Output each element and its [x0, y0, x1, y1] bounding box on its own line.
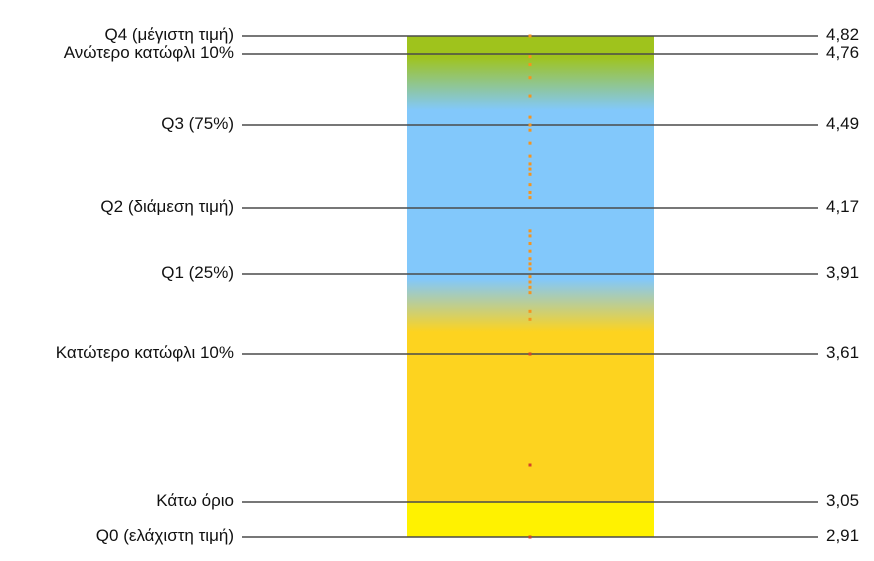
data-point: [528, 55, 532, 59]
value-label-lower10: 3,61: [826, 343, 859, 362]
data-point: [528, 123, 532, 127]
level-label-upper10: Ανώτερο κατώφλι 10%: [64, 43, 234, 62]
data-point: [528, 317, 532, 321]
data-point: [528, 234, 532, 238]
value-label-q3: 4,49: [826, 114, 859, 133]
value-label-q2: 4,17: [826, 197, 859, 216]
level-labels: Q4 (μέγιστη τιμή)Ανώτερο κατώφλι 10% Q3 (…: [56, 25, 234, 545]
data-point: [528, 128, 532, 132]
data-point: [528, 262, 532, 266]
data-point: [528, 94, 532, 98]
data-point: [528, 167, 532, 171]
value-labels: 4,824,76 4,49 4,17 3,91 3,61 3,05 2,91: [826, 25, 859, 545]
value-label-q4: 4,82: [826, 25, 859, 44]
level-label-q4: Q4 (μέγιστη τιμή): [104, 25, 234, 44]
data-point: [528, 257, 532, 261]
data-point: [528, 242, 532, 246]
data-point: [528, 196, 532, 200]
level-label-q2: Q2 (διάμεση τιμή): [100, 197, 234, 216]
data-point: [528, 76, 532, 80]
data-point: [528, 275, 532, 279]
data-point: [528, 115, 532, 119]
data-point: [528, 280, 532, 284]
data-point: [528, 141, 532, 145]
level-label-lower_limit: Κάτω όριο: [156, 491, 234, 510]
value-label-upper10: 4,76: [826, 43, 859, 62]
data-point: [528, 309, 532, 313]
data-point: [528, 267, 532, 271]
data-point: [528, 285, 532, 289]
data-points: [528, 34, 532, 539]
data-point: [528, 229, 532, 233]
data-point: [528, 183, 532, 187]
data-point: [528, 291, 532, 295]
data-point: [528, 34, 532, 38]
level-label-q3: Q3 (75%): [161, 114, 234, 133]
below-limit-band: [407, 502, 654, 537]
data-point: [528, 63, 532, 67]
data-point: [528, 172, 532, 176]
data-point: [528, 154, 532, 158]
data-point: [528, 249, 532, 253]
level-label-q0: Q0 (ελάχιστη τιμή): [96, 526, 234, 545]
level-label-q1: Q1 (25%): [161, 263, 234, 282]
data-point: [528, 162, 532, 166]
data-point: [528, 190, 532, 194]
data-point: [528, 352, 532, 356]
level-label-lower10: Κατώτερο κατώφλι 10%: [56, 343, 234, 362]
data-point: [528, 463, 532, 467]
value-label-q0: 2,91: [826, 526, 859, 545]
value-label-lower_limit: 3,05: [826, 491, 859, 510]
data-point: [528, 535, 532, 539]
value-label-q1: 3,91: [826, 263, 859, 282]
